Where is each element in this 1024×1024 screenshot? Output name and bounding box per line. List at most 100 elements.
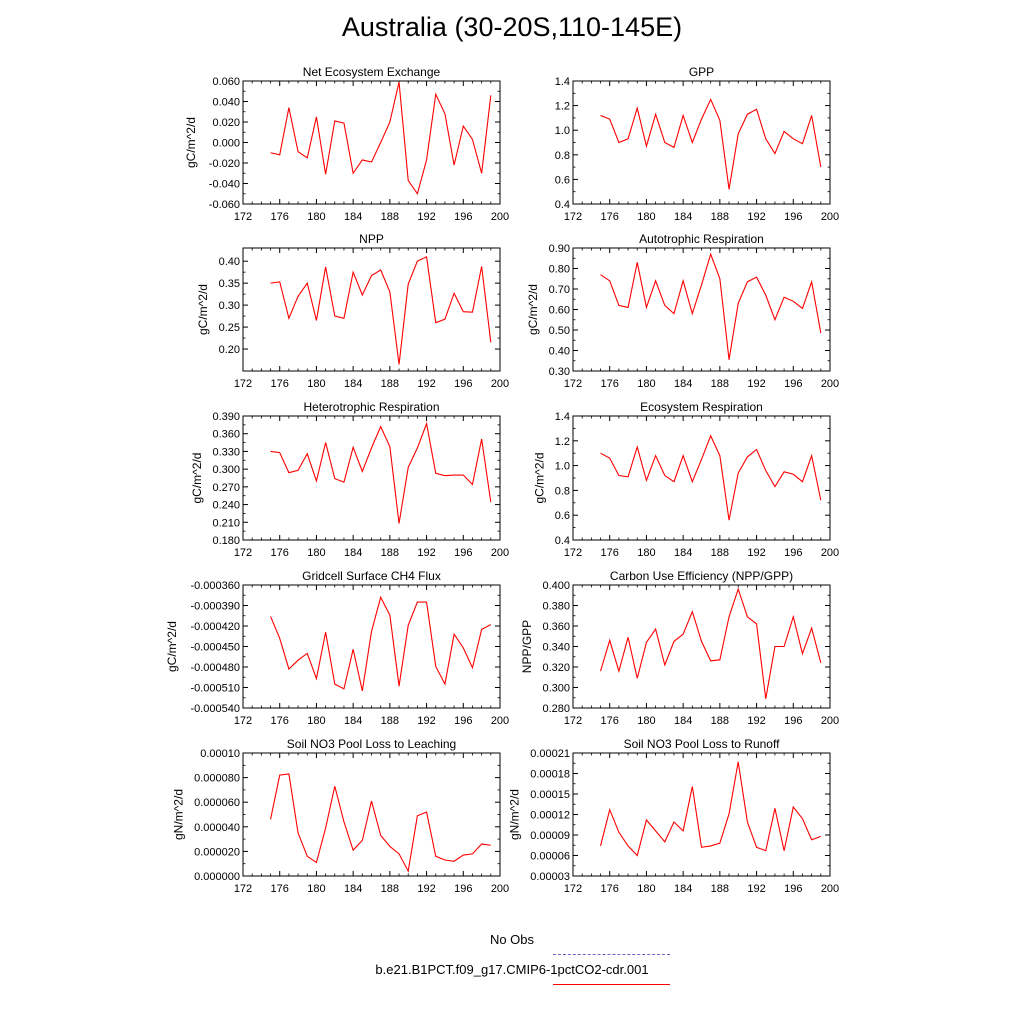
y-tick-label: 0.400: [542, 580, 570, 592]
chart-title: Autotrophic Respiration: [639, 232, 764, 246]
x-tick-label: 176: [601, 883, 619, 895]
y-tick-label: 0.000000: [194, 871, 240, 883]
y-tick-label: -0.000480: [190, 662, 240, 674]
x-tick-label: 184: [344, 547, 362, 559]
x-tick-label: 200: [491, 883, 509, 895]
y-tick-label: -0.000540: [190, 703, 240, 715]
y-tick-label: 0.300: [212, 464, 240, 476]
y-tick-label: 0.25: [219, 322, 240, 334]
series-line: [600, 434, 822, 521]
x-tick-label: 196: [784, 211, 802, 223]
x-tick-label: 172: [564, 547, 582, 559]
series-line: [270, 773, 491, 873]
series-line: [600, 761, 822, 857]
y-tick-label: 0.90: [549, 243, 570, 255]
y-tick-label: 0.330: [212, 446, 240, 458]
y-tick-label: 0.000: [212, 138, 240, 150]
x-tick-label: 196: [784, 715, 802, 727]
x-tick-label: 172: [234, 378, 252, 390]
y-tick-label: 0.00006: [530, 851, 570, 863]
x-tick-label: 180: [307, 715, 325, 727]
x-tick-label: 176: [601, 211, 619, 223]
y-tick-label: 0.020: [212, 117, 240, 129]
y-tick-label: 0.00003: [530, 871, 570, 883]
legend-model-line: [553, 984, 670, 985]
x-tick-label: 180: [637, 715, 655, 727]
series-line: [600, 252, 822, 360]
y-tick-label: 0.210: [212, 517, 240, 529]
x-tick-label: 200: [821, 211, 839, 223]
chart-title: NPP: [359, 232, 384, 246]
x-tick-label: 180: [637, 211, 655, 223]
x-tick-label: 172: [564, 715, 582, 727]
plot-frame: [572, 247, 831, 372]
y-tick-label: 0.000080: [194, 773, 240, 785]
chart-title: Gridcell Surface CH4 Flux: [302, 569, 441, 583]
y-tick-label: 0.280: [542, 703, 570, 715]
y-tick-label: 0.00009: [530, 830, 570, 842]
x-tick-label: 172: [234, 547, 252, 559]
y-tick-label: 0.300: [542, 683, 570, 695]
y-tick-label: 0.40: [549, 346, 570, 358]
x-tick-label: 184: [344, 715, 362, 727]
x-tick-label: 180: [637, 378, 655, 390]
x-tick-label: 172: [564, 211, 582, 223]
x-tick-label: 192: [417, 378, 435, 390]
y-tick-label: 0.380: [542, 601, 570, 613]
x-tick-label: 200: [491, 211, 509, 223]
chart-title: Net Ecosystem Exchange: [303, 65, 441, 79]
x-tick-label: 184: [344, 378, 362, 390]
y-tick-label: 0.000040: [194, 822, 240, 834]
y-tick-label: 0.20: [219, 344, 240, 356]
x-tick-label: 184: [674, 547, 692, 559]
series-line: [600, 98, 822, 190]
series-line: [600, 587, 822, 699]
y-tick-label: 0.040: [212, 97, 240, 109]
y-tick-label: 0.35: [219, 278, 240, 290]
x-tick-label: 176: [601, 547, 619, 559]
y-tick-label: 0.240: [212, 500, 240, 512]
series-line: [270, 255, 492, 365]
x-tick-label: 192: [417, 211, 435, 223]
chart-title: Carbon Use Efficiency (NPP/GPP): [610, 569, 793, 583]
y-tick-label: 0.6: [555, 174, 570, 186]
y-tick-label: 0.360: [212, 429, 240, 441]
series-line: [270, 595, 492, 692]
plot-frame: [242, 247, 501, 372]
y-tick-label: -0.020: [209, 158, 240, 170]
page-title: Australia (30-20S,110-145E): [341, 12, 683, 42]
x-tick-label: 200: [491, 378, 509, 390]
chart-panel-9: Soil NO3 Pool Loss to Leaching 172 176 180 1…: [171, 737, 509, 895]
x-tick-label: 196: [454, 211, 472, 223]
legend: No Obs b.e21.B1PCT.f09_g17.CMIP6-1pctCO2…: [0, 928, 1024, 998]
y-axis-label: NPP/GPP: [520, 620, 534, 673]
chart-panel-2: GPP 172 176 180 184 188 192 196 200 0.4 0.6 0.8 1.0 1…: [555, 65, 839, 223]
x-tick-label: 200: [821, 547, 839, 559]
y-tick-label: 0.4: [555, 199, 570, 211]
y-tick-label: 0.320: [542, 662, 570, 674]
x-tick-label: 196: [454, 715, 472, 727]
x-tick-label: 180: [637, 547, 655, 559]
series-line: [270, 421, 492, 524]
legend-obs-line: [553, 954, 670, 955]
y-tick-label: -0.000360: [190, 580, 240, 592]
x-tick-label: 196: [454, 883, 472, 895]
x-tick-label: 188: [711, 715, 729, 727]
y-tick-label: 0.60: [549, 305, 570, 317]
x-tick-label: 188: [381, 547, 399, 559]
x-tick-label: 196: [784, 883, 802, 895]
y-tick-label: 0.00012: [530, 810, 570, 822]
y-tick-label: 0.4: [555, 535, 570, 547]
y-tick-label: -0.000510: [190, 683, 240, 695]
x-tick-label: 188: [381, 378, 399, 390]
y-tick-label: 0.70: [549, 284, 570, 296]
chart-panel-3: NPP 172 176 180 184 188 192 196 200 0.20 0.25 0.30 0…: [196, 232, 509, 390]
x-tick-label: 188: [381, 883, 399, 895]
x-tick-label: 196: [454, 378, 472, 390]
chart-panel-8: Carbon Use Efficiency (NPP/GPP) 172 176 180…: [520, 569, 839, 727]
chart-title: Heterotrophic Respiration: [303, 400, 439, 414]
x-tick-label: 184: [674, 715, 692, 727]
y-tick-label: -0.000390: [190, 601, 240, 613]
y-axis-label: gN/m^2/d: [508, 789, 522, 840]
